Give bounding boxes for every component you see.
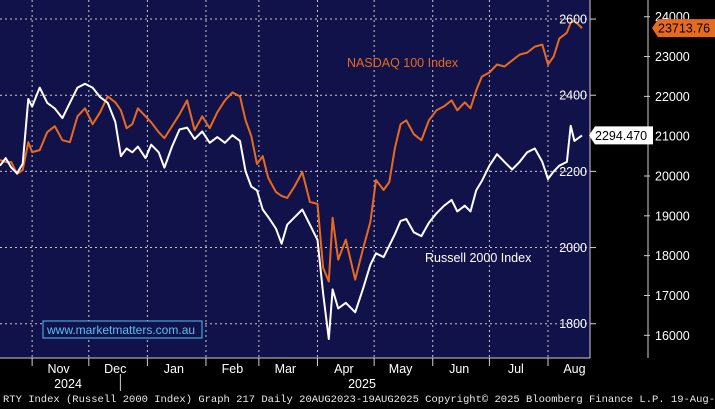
right-axis-tick-label: 19000 — [655, 209, 690, 223]
right-axis-tick-label: 23000 — [655, 50, 690, 64]
x-axis-month-label: Feb — [222, 362, 244, 376]
nasdaq-last-value-label: 23713.76 — [658, 22, 710, 36]
x-axis-month-label: Apr — [334, 362, 353, 376]
left-axis-tick-label: 2600 — [559, 13, 587, 27]
right-axis-tick-label: 16000 — [655, 329, 690, 343]
x-axis-month-label: Jan — [164, 362, 184, 376]
axes: 1800 2000 2200 2400 2600 16000 17000 18000 19000… — [0, 0, 690, 391]
series-label-nasdaq: NASDAQ 100 Index — [347, 56, 459, 70]
right-axis-tick-label: 18000 — [655, 249, 690, 263]
nasdaq-series-label: NASDAQ 100 Index — [347, 56, 459, 70]
left-axis-tick-label: 2200 — [559, 165, 587, 179]
russell-last-value-badge — [589, 126, 653, 145]
x-axis-month-label: Mar — [275, 362, 297, 376]
right-axis-tick-label: 17000 — [655, 289, 690, 303]
series-label-russell: Russell 2000 Index — [425, 251, 532, 265]
x-axis-month-label: Nov — [47, 362, 70, 376]
x-axis-year-label: 2024 — [54, 377, 82, 391]
x-axis-year-label: 2025 — [348, 377, 376, 391]
right-axis-tick-label: 22000 — [655, 90, 690, 104]
left-axis-tick-label: 1800 — [559, 317, 587, 331]
watermark-box — [42, 320, 203, 339]
series-lines — [0, 19, 583, 340]
left-axis-tick-label: 2400 — [559, 89, 587, 103]
plot-background — [0, 0, 590, 358]
right-axis-background — [590, 0, 715, 358]
watermark-link[interactable]: www.marketmatters.com.au — [46, 323, 195, 337]
footer-text: RTY Index (Russell 2000 Index) Graph 217… — [0, 391, 715, 409]
last-value-badges: 23713.76 2294.470 — [589, 19, 715, 145]
x-axis-month-label: Aug — [563, 362, 585, 376]
left-axis-tick-label: 2000 — [559, 241, 587, 255]
x-axis-month-label: Jul — [508, 362, 524, 376]
watermark[interactable]: www.marketmatters.com.au — [42, 320, 203, 339]
x-axis-month-label: Dec — [104, 362, 126, 376]
x-axis-month-label: Jun — [449, 362, 469, 376]
grid — [0, 0, 590, 358]
bottom-axis-background — [0, 358, 715, 391]
right-axis-tick-label: 21000 — [655, 130, 690, 144]
russell-series-line — [0, 82, 583, 340]
right-axis-tick-label: 20000 — [655, 170, 690, 184]
russell-last-value-label: 2294.470 — [595, 129, 647, 143]
nasdaq-last-value-badge — [652, 19, 715, 38]
x-axis-month-label: May — [389, 362, 413, 376]
russell-series-label: Russell 2000 Index — [425, 251, 532, 265]
nasdaq-series-line — [0, 19, 583, 283]
line-chart: 1800 2000 2200 2400 2600 16000 17000 18000 19000… — [0, 0, 715, 391]
